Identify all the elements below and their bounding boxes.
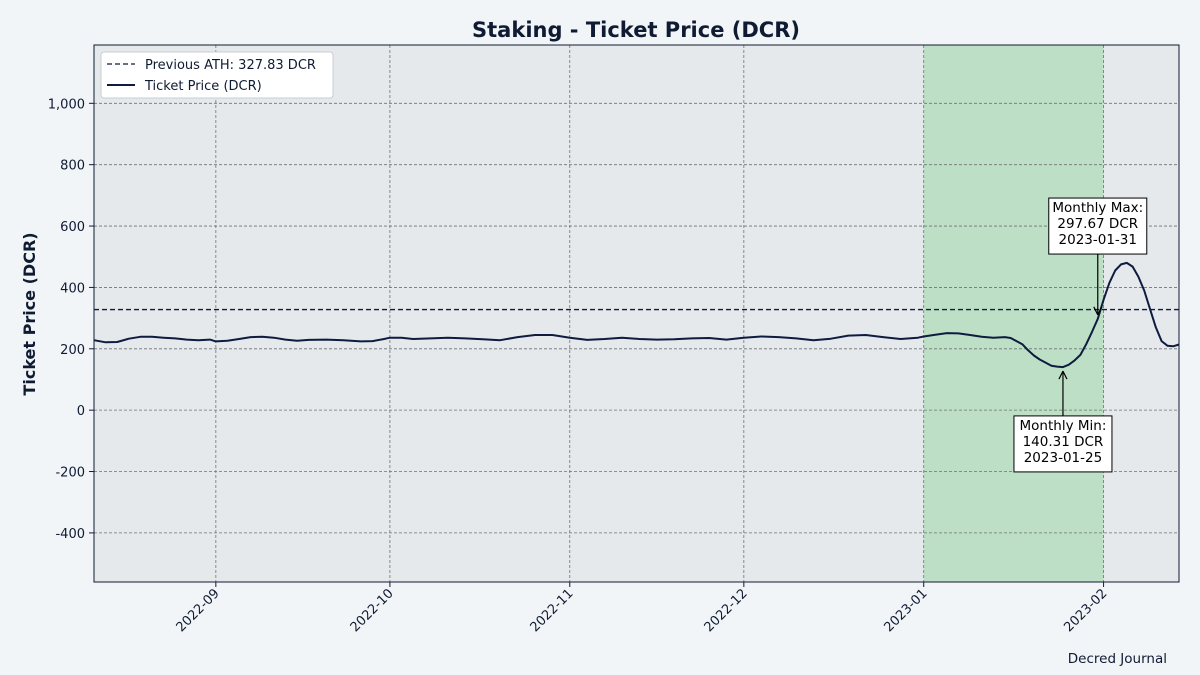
- legend-price-label: Ticket Price (DCR): [144, 79, 262, 94]
- monthly-max-text: 297.67 DCR: [1057, 216, 1138, 232]
- y-tick-label: 0: [77, 404, 85, 419]
- chart-title: Staking - Ticket Price (DCR): [472, 18, 800, 42]
- y-tick-label: 1,000: [48, 97, 85, 112]
- y-tick-label: 800: [60, 159, 85, 174]
- monthly-min-text: Monthly Min:: [1020, 418, 1107, 434]
- highlight-band: [923, 45, 1104, 582]
- y-tick-label: 600: [60, 220, 85, 235]
- x-tick-label: 2022-10: [348, 586, 397, 635]
- legend-ath-label: Previous ATH: 327.83 DCR: [145, 58, 316, 73]
- x-tick-label: 2022-12: [702, 586, 751, 635]
- y-tick-label: -400: [55, 527, 85, 542]
- ticket-price-line: [93, 261, 1180, 369]
- monthly-min-text: 140.31 DCR: [1023, 434, 1104, 450]
- monthly-min-arrowhead: [1058, 370, 1068, 380]
- x-tick-label: 2022-09: [174, 586, 223, 635]
- monthly-min-text: 2023-01-25: [1024, 450, 1102, 466]
- monthly-min-box: [1013, 415, 1113, 473]
- monthly-max-arrowhead: [1093, 306, 1103, 316]
- legend: Previous ATH: 327.83 DCR Ticket Price (DC…: [100, 51, 334, 99]
- monthly-max-box: [1048, 197, 1148, 255]
- y-tick-label: 200: [60, 343, 85, 358]
- monthly-max-text: Monthly Max:: [1052, 200, 1143, 216]
- x-tick-label: 2022-11: [528, 586, 577, 635]
- y-tick-label: 400: [60, 281, 85, 296]
- footer-credit: Decred Journal: [1068, 651, 1167, 667]
- monthly-max-text: 2023-01-31: [1059, 232, 1137, 248]
- x-tick-label: 2023-01: [882, 586, 931, 635]
- y-axis-label: Ticket Price (DCR): [20, 232, 39, 395]
- x-tick-label: 2023-02: [1061, 586, 1110, 635]
- y-tick-label: -200: [55, 466, 85, 481]
- legend-box: [100, 51, 334, 99]
- plot-border: [93, 44, 1180, 583]
